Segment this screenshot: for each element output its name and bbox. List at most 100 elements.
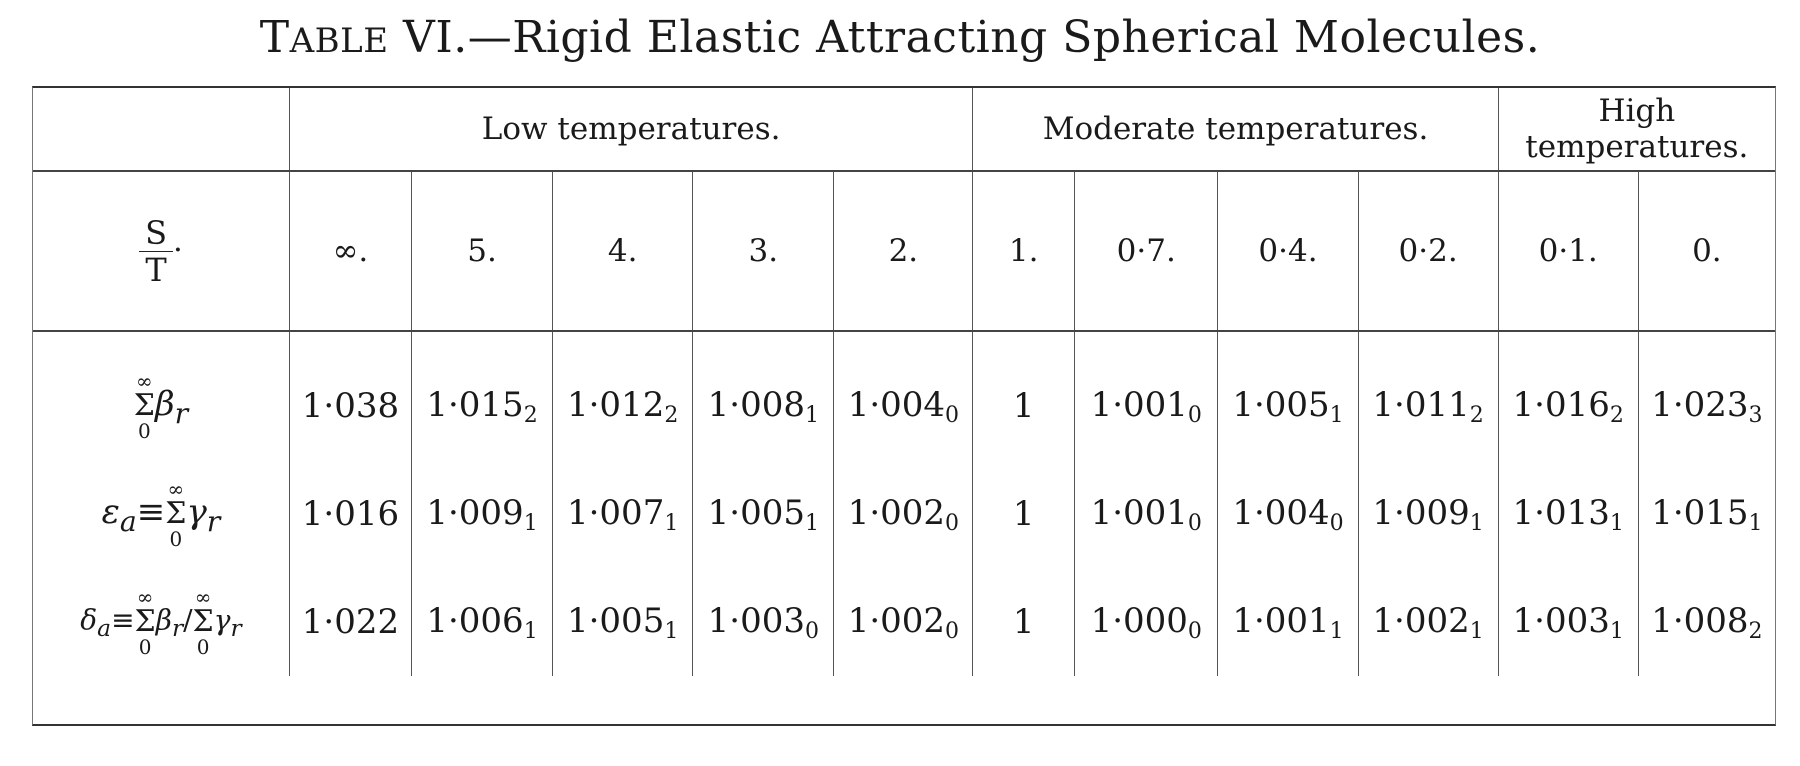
cell-subscript: 0: [945, 510, 960, 536]
table-cell: 1·0152: [410, 331, 553, 460]
cell-subscript: 2: [1609, 402, 1624, 428]
group-moderate-temperatures: Moderate temperatures.: [972, 88, 1499, 172]
col-header: 4.: [552, 171, 693, 332]
title-prefix-big: T: [259, 12, 290, 63]
cell-value: 1·009: [426, 492, 524, 533]
sum-lower: 0: [169, 527, 183, 551]
cell-value: 1·000: [1090, 600, 1188, 641]
cell-value: 1·002: [847, 492, 946, 533]
cell-value: 1·008: [1651, 600, 1749, 641]
group-header-stub: [33, 88, 290, 172]
col-header: 0·2.: [1357, 171, 1499, 332]
table-cell: 1·0011: [1217, 568, 1359, 676]
table-cell: 1·0122: [552, 331, 693, 460]
cell-value: 1·008: [707, 384, 805, 425]
fraction-dot: ·: [172, 231, 183, 268]
fraction-numerator: S: [139, 215, 173, 252]
table-cell: 1·0021: [1357, 568, 1499, 676]
col-header: 0·7.: [1073, 171, 1218, 332]
epsilon-subscript: a: [119, 504, 137, 538]
cell-value: 1·015: [1651, 492, 1749, 533]
cell-subscript: 1: [1469, 618, 1484, 644]
table-cell: 1·0031: [1497, 568, 1639, 676]
col-header: 0·1.: [1497, 171, 1639, 332]
sum-upper: ∞: [167, 477, 185, 501]
cell-value: 1·002: [847, 600, 946, 641]
cell-subscript: 1: [523, 618, 538, 644]
cell-subscript: 1: [523, 510, 538, 536]
table-cell: 1·0091: [410, 460, 553, 568]
table-row: εa≡ ∞ Σ 0 γr 1·016 1·0091 1·0071 1·0051 1·00…: [33, 460, 1775, 568]
cell-value: 1·006: [426, 600, 524, 641]
cell-value: 1·002: [1372, 600, 1470, 641]
table-cell: 1·0112: [1357, 331, 1499, 460]
gamma-subscript: r: [230, 614, 242, 643]
cell-subscript: 1: [664, 510, 679, 536]
table-cell: 1·0030: [692, 568, 834, 676]
cell-value: 1·001: [1090, 384, 1188, 425]
sum-sigma: Σ: [134, 604, 156, 639]
title-prefix-small: ABLE: [289, 21, 389, 61]
table-row: δa≡ ∞ Σ 0 βr/ ∞ Σ 0 γr 1·022 1·0061 1·0051…: [33, 568, 1775, 676]
gamma-symbol: γ: [213, 603, 231, 637]
table-cell: 1: [972, 460, 1075, 568]
table-cell: 1·0151: [1637, 460, 1775, 568]
cell-value: 1·003: [1512, 600, 1610, 641]
sum-symbol: ∞ Σ 0: [165, 479, 186, 549]
col-header: 3.: [692, 171, 834, 332]
cell-subscript: 1: [1329, 618, 1344, 644]
cell-value: 1·005: [566, 600, 665, 641]
title-rest: VI.—Rigid Elastic Attracting Spherical M…: [388, 12, 1541, 63]
cell-subscript: 2: [523, 402, 538, 428]
table-cell: 1·0082: [1637, 568, 1775, 676]
cell-subscript: 1: [804, 510, 819, 536]
beta-subscript: r: [171, 614, 184, 643]
cell-subscript: 1: [1329, 402, 1344, 428]
cell-value: 1: [1012, 386, 1035, 426]
cell-value: 1·016: [301, 494, 400, 534]
s-over-t-label: S T ·: [33, 171, 290, 332]
table-cell: 1·0040: [833, 331, 973, 460]
equiv-symbol: ≡: [136, 492, 166, 532]
col-header: 1.: [972, 171, 1075, 332]
col-header: 0·4.: [1217, 171, 1359, 332]
cell-value: 1·005: [707, 492, 805, 533]
cell-value: 1·023: [1651, 384, 1749, 425]
sum-upper: ∞: [194, 585, 212, 609]
table-cell: 1·0040: [1217, 460, 1359, 568]
table-cell: 1·0020: [833, 568, 973, 676]
sum-symbol: ∞ Σ 0: [193, 587, 214, 657]
col-header: 0.: [1637, 171, 1775, 332]
sum-upper: ∞: [136, 585, 154, 609]
cell-subscript: 0: [1329, 510, 1344, 536]
cell-subscript: 1: [664, 618, 679, 644]
table-cell: 1·0051: [1217, 331, 1359, 460]
cell-subscript: 0: [945, 618, 960, 644]
cell-subscript: 3: [1748, 402, 1763, 428]
row-label-epsilon: εa≡ ∞ Σ 0 γr: [33, 460, 289, 568]
beta-symbol: β: [155, 603, 172, 637]
table-cell: 1·0010: [1073, 331, 1218, 460]
data-table: Low temperatures. Moderate temperatures.…: [33, 88, 1775, 676]
cell-subscript: 2: [1748, 618, 1763, 644]
sum-symbol: ∞ Σ 0: [135, 587, 156, 657]
cell-value: 1·004: [847, 384, 946, 425]
cell-value: 1·015: [426, 384, 524, 425]
table-cell: 1·0051: [692, 460, 834, 568]
table-cell: 1·0162: [1497, 331, 1639, 460]
s-over-t-row: S T · ∞. 5. 4. 3. 2. 1. 0·7. 0·4. 0·2. 0…: [33, 171, 1775, 332]
cell-value: 1·038: [301, 386, 400, 426]
s-over-t-fraction: S T: [139, 215, 173, 288]
cell-subscript: 0: [1187, 618, 1202, 644]
row-label-sum-beta: ∞ Σ 0 βr: [33, 331, 289, 460]
row-label-delta: δa≡ ∞ Σ 0 βr/ ∞ Σ 0 γr: [33, 568, 289, 676]
col-header: 5.: [410, 171, 553, 332]
cell-subscript: 1: [1609, 618, 1624, 644]
table-title: TABLE VI.—Rigid Elastic Attracting Spher…: [0, 12, 1800, 63]
cell-subscript: 0: [804, 618, 819, 644]
cell-subscript: 1: [1748, 510, 1763, 536]
cell-value: 1·001: [1090, 492, 1188, 533]
table-cell: 1·0131: [1497, 460, 1639, 568]
fraction-denominator: T: [145, 250, 167, 289]
cell-value: 1·009: [1372, 492, 1470, 533]
